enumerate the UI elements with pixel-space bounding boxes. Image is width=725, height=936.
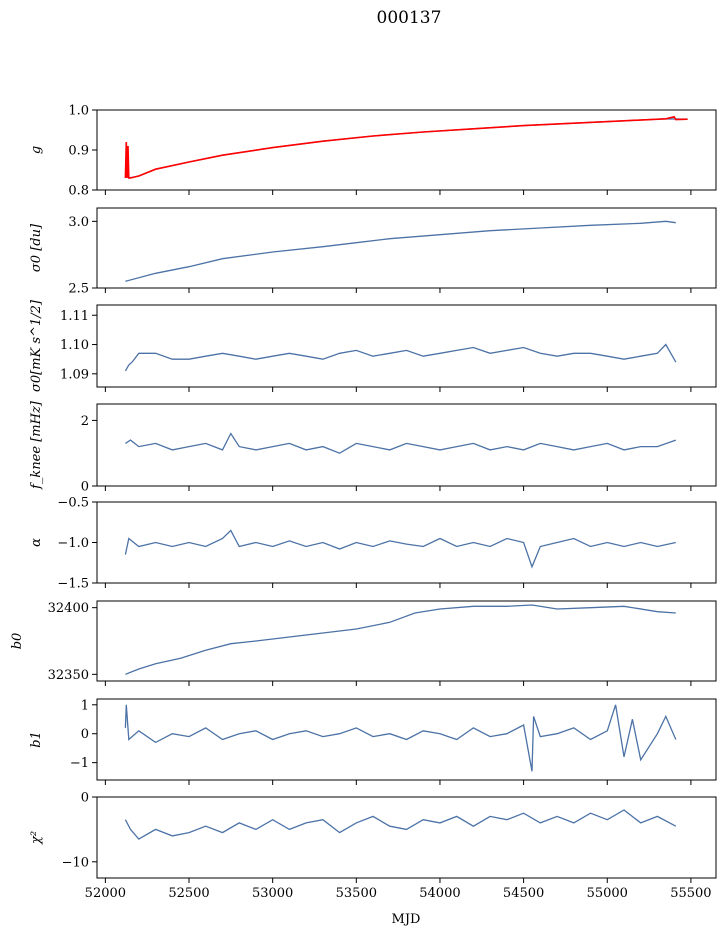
series-line: [125, 118, 688, 179]
plot-frame: [96, 796, 717, 879]
x-tick-label: 55500: [670, 886, 711, 901]
figure-title: 000137: [377, 8, 442, 28]
x-tick-label: 54000: [419, 886, 460, 901]
y-axis-label: χ²: [29, 831, 44, 845]
plot-frame: [96, 600, 717, 682]
y-tick-label: 32350: [48, 668, 89, 683]
plot-frame: [96, 109, 717, 191]
y-tick-label: −0.5: [57, 496, 89, 511]
panel-6: 32350 32400 b0: [10, 600, 717, 686]
x-tick-label: 52500: [168, 886, 209, 901]
panel-2: 2.5 3.0 σ0 [du]: [29, 207, 717, 297]
series-line: [125, 604, 676, 675]
y-tick-label: −1.0: [57, 536, 89, 551]
y-axis-label: α: [29, 538, 44, 547]
y-tick-label: 0.9: [68, 144, 89, 159]
y-tick-label: 3.0: [68, 215, 89, 230]
y-tick-label: 32400: [48, 601, 89, 616]
series-line: [124, 809, 677, 840]
x-tick-label: 53500: [336, 886, 377, 901]
y-tick-label: 0.8: [68, 184, 89, 199]
y-tick-label: −1.5: [57, 577, 89, 592]
panel-4: 0 2 f_knee [mHz]: [29, 400, 717, 495]
x-axis-label: MJD: [392, 912, 421, 927]
panel-5: −1.5 −1.0 −0.5 α: [29, 496, 717, 592]
panel-7: −1 0 1 b1: [29, 698, 717, 785]
plot-frame: [96, 403, 717, 487]
y-tick-label: −1: [70, 756, 89, 771]
y-axis-label: f_knee [mHz]: [29, 400, 44, 490]
y-axis-label: σ0 [du]: [29, 223, 44, 272]
y-axis-label: g: [29, 146, 44, 154]
y-tick-label: 1.0: [68, 104, 89, 119]
plot-frame: [96, 698, 717, 781]
y-tick-label: 1: [81, 698, 89, 713]
series-line: [125, 220, 676, 282]
y-tick-label: 0: [81, 480, 89, 495]
y-tick-label: 1.11: [60, 309, 89, 324]
plot-frame: [96, 207, 717, 289]
y-tick-label: 0: [81, 791, 89, 806]
panels: 0.8 0.9 1.0 g 2.5 3.0 σ0 [du] 1.09 1.10 1.11 σ0[mK…: [10, 104, 717, 901]
series-line: [124, 115, 688, 179]
y-tick-label: 1.09: [60, 367, 89, 382]
y-tick-label: 0: [81, 727, 89, 742]
x-tick-label: 53000: [252, 886, 293, 901]
y-axis-label: σ0[mK s^1/2]: [29, 299, 44, 392]
y-tick-label: −10: [62, 855, 89, 870]
y-axis-label: b1: [29, 731, 44, 748]
x-tick-label: 52000: [85, 886, 126, 901]
series-line: [124, 529, 676, 569]
y-tick-label: 1.10: [60, 338, 89, 353]
panel-3: 1.09 1.10 1.11 σ0[mK s^1/2]: [29, 299, 717, 392]
y-axis-label: b0: [10, 633, 25, 650]
plot-frame: [96, 304, 717, 388]
series-line: [125, 432, 677, 454]
x-tick-label: 55000: [587, 886, 628, 901]
panel-8: −10 0 52000 52500 53000 53500 54000 54500 55000 5…: [29, 791, 717, 901]
panel-1: 0.8 0.9 1.0 g: [29, 104, 717, 199]
series-line: [124, 704, 677, 772]
y-tick-label: 2: [81, 414, 89, 429]
series-line: [124, 343, 677, 372]
x-tick-label: 54500: [503, 886, 544, 901]
y-tick-label: 2.5: [68, 282, 89, 297]
